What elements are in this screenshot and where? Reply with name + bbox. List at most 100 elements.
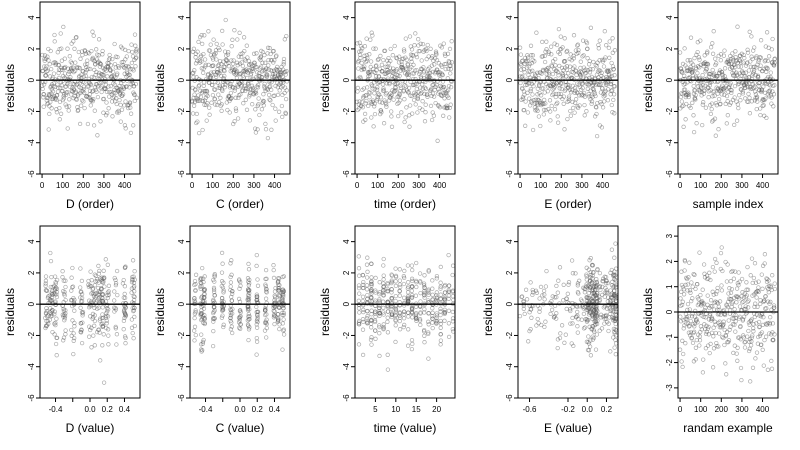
data-point [100,280,106,285]
data-point [752,45,757,50]
data-point [401,281,407,287]
data-point [717,325,723,330]
data-point [680,338,685,343]
y-tick-label: 4 [177,15,186,20]
data-point [119,60,124,65]
data-point [96,263,101,269]
y-tick-label: -4 [505,363,514,371]
data-point [79,327,84,332]
data-point [234,75,240,81]
data-point [193,332,198,338]
plot-frame [189,1,291,175]
data-point [367,90,373,96]
data-point [557,301,562,306]
data-point [61,335,67,340]
data-point [584,339,590,344]
data-point [762,113,767,118]
data-point [130,305,135,311]
data-point [735,72,740,77]
data-point [772,305,777,310]
data-point [373,288,378,293]
data-point [58,67,63,73]
data-point [200,341,205,346]
data-point [238,326,243,331]
data-point [371,124,376,129]
data-point [373,46,378,51]
data-point [108,63,114,68]
data-point [728,290,734,296]
data-point [195,98,201,103]
data-point [379,110,384,115]
data-point [359,60,364,66]
data-point [375,85,380,90]
data-point [422,327,427,333]
data-point [235,116,241,121]
data-point [714,344,719,349]
data-point [59,46,64,51]
data-point [745,47,750,52]
data-point [770,36,775,42]
data-point [756,285,761,290]
data-point [444,103,449,108]
data-point [278,81,284,86]
data-point [216,100,222,105]
data-point [711,334,716,339]
y-tick-label: 2 [27,46,36,51]
data-point [421,65,426,70]
data-point [389,279,394,285]
data-point [602,294,607,299]
data-point [253,107,258,112]
data-point [743,85,748,90]
data-point [244,43,249,48]
data-point [414,284,419,290]
data-point [722,48,727,53]
data-point [132,323,137,329]
data-point [609,247,615,252]
data-point [255,317,260,322]
data-point [448,102,453,107]
data-point [377,353,382,359]
data-point [613,273,618,278]
data-point [768,83,773,88]
data-point [47,317,52,322]
data-point [245,318,250,323]
data-point [740,91,746,96]
data-point [422,69,427,74]
data-point [566,282,571,287]
data-point [730,51,735,56]
data-point [546,49,551,54]
data-point [413,304,419,309]
data-point [409,93,414,99]
data-point [590,67,595,72]
data-point [434,290,439,295]
data-point [263,296,269,301]
data-point [587,70,593,75]
data-point [71,331,76,336]
data-point [597,294,602,299]
data-point [211,63,216,68]
data-point [396,60,402,65]
data-point [525,90,530,95]
data-point [230,330,235,336]
data-point [410,307,415,312]
data-point [548,109,553,114]
data-point [53,77,58,82]
data-point [104,318,109,323]
data-point [756,279,761,284]
data-point [198,94,204,99]
data-point [551,314,557,320]
data-points [356,252,456,372]
data-point [104,89,110,95]
data-point [418,322,423,328]
data-point [397,73,402,79]
x-tick-label: 15 [412,405,421,414]
data-point [405,290,411,295]
data-point [401,295,407,300]
data-point [122,334,128,339]
data-point [709,330,715,335]
data-point [608,288,613,293]
data-point [381,312,386,317]
data-point [44,64,49,69]
data-point [78,266,83,271]
data-point [573,271,578,276]
